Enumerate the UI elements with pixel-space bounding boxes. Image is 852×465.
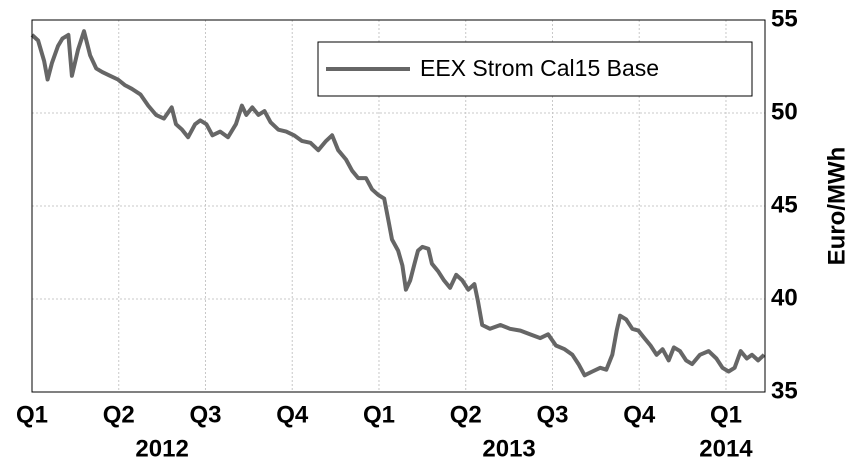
x-tick-label: Q2 [450, 401, 482, 428]
y-tick-label: 45 [771, 191, 798, 218]
y-tick-label: 40 [771, 284, 798, 311]
x-tick-label: Q1 [710, 401, 742, 428]
x-tick-label: Q1 [363, 401, 395, 428]
y-tick-label: 50 [771, 98, 798, 125]
legend-label: EEX Strom Cal15 Base [420, 55, 659, 81]
x-year-label: 2012 [135, 435, 188, 462]
x-tick-label: Q2 [103, 401, 135, 428]
y-tick-label: 35 [771, 377, 798, 404]
x-tick-label: Q3 [189, 401, 221, 428]
plot-frame [31, 19, 766, 393]
legend: EEX Strom Cal15 Base [317, 41, 753, 97]
x-tick-label: Q4 [276, 401, 309, 428]
x-year-label: 2014 [699, 435, 753, 462]
x-year-label: 2013 [482, 435, 535, 462]
x-tick-label: Q4 [623, 401, 656, 428]
y-axis-label: Euro/MWh [823, 147, 850, 266]
x-tick-label: Q1 [16, 401, 48, 428]
line-series [30, 29, 766, 378]
y-tick-label: 55 [771, 5, 798, 32]
marks [30, 29, 766, 378]
x-tick-label: Q3 [536, 401, 568, 428]
